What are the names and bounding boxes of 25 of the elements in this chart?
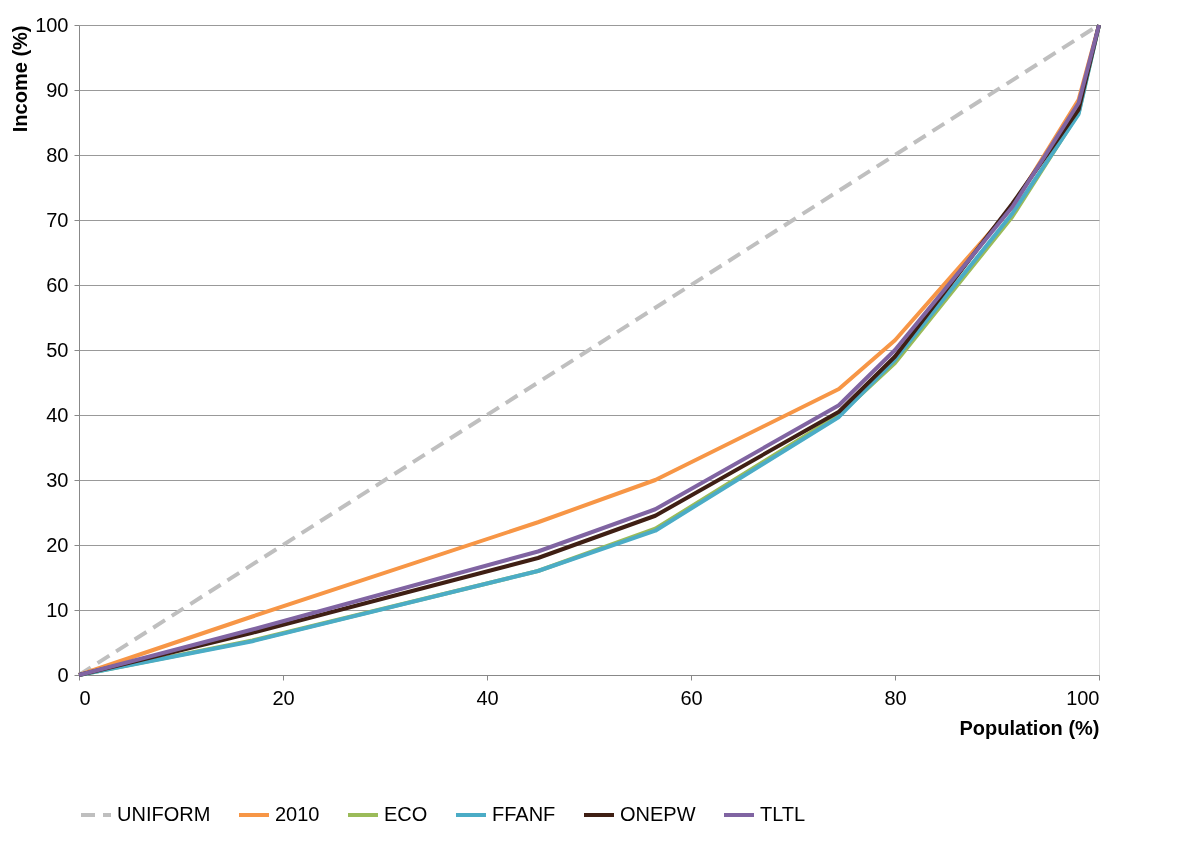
x-axis-title: Population (%) (959, 716, 1100, 739)
x-tick-label: 80 (884, 686, 907, 709)
y-tick-label: 10 (46, 598, 69, 621)
legend-label: ECO (384, 803, 428, 825)
y-tick-label: 60 (46, 273, 69, 296)
y-tick-label: 100 (35, 13, 69, 36)
y-tick-label: 50 (46, 338, 69, 361)
x-tick-label: 100 (1066, 686, 1100, 709)
y-tick-label: 40 (46, 403, 69, 426)
x-tick-label: 60 (680, 686, 703, 709)
x-tick-label: 20 (272, 686, 295, 709)
x-tick-label: 40 (476, 686, 499, 709)
y-tick-label: 0 (57, 663, 69, 686)
y-tick-label: 30 (46, 468, 69, 491)
y-tick-label: 80 (46, 143, 69, 166)
y-tick-label: 70 (46, 208, 69, 231)
legend-label: TLTL (760, 803, 806, 825)
legend-label: FFANF (492, 803, 556, 825)
legend-label: ONEPW (620, 803, 696, 825)
y-tick-label: 90 (46, 78, 69, 101)
x-tick-label: 0 (79, 686, 91, 709)
y-tick-label: 20 (46, 533, 69, 556)
legend-label: 2010 (275, 803, 320, 825)
legend-label: UNIFORM (117, 803, 211, 825)
y-axis-title: Income (%) (9, 25, 32, 133)
